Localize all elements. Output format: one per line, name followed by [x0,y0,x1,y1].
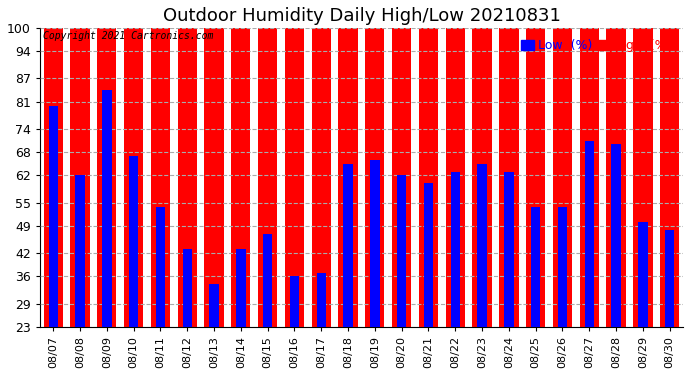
Bar [156,207,165,327]
Bar [102,90,112,327]
Bar [204,28,224,327]
Bar [451,172,460,327]
Bar [317,273,326,327]
Bar [558,207,567,327]
Bar [392,28,411,327]
Bar [263,234,273,327]
Legend: Low  (%), High  (%): Low (%), High (%) [516,34,677,57]
Bar [424,183,433,327]
Bar [633,28,653,327]
Title: Outdoor Humidity Daily High/Low 20210831: Outdoor Humidity Daily High/Low 20210831 [163,7,560,25]
Bar [75,176,85,327]
Bar [70,28,90,327]
Bar [129,156,138,327]
Bar [209,284,219,327]
Bar [584,141,594,327]
Bar [365,28,384,327]
Bar [370,160,380,327]
Bar [231,28,250,327]
Bar [553,28,572,327]
Bar [338,28,357,327]
Bar [526,28,545,327]
Bar [48,105,58,327]
Text: Copyright 2021 Cartronics.com: Copyright 2021 Cartronics.com [43,31,213,41]
Bar [419,28,438,327]
Bar [446,28,465,327]
Bar [504,172,513,327]
Bar [473,28,492,327]
Bar [477,164,486,327]
Bar [151,28,170,327]
Bar [236,249,246,327]
Bar [397,176,406,327]
Bar [312,28,331,327]
Bar [43,28,63,327]
Bar [285,28,304,327]
Bar [660,28,679,327]
Bar [124,28,144,327]
Bar [531,207,540,327]
Bar [665,230,674,327]
Bar [344,164,353,327]
Bar [183,249,192,327]
Bar [499,28,518,327]
Bar [611,144,621,327]
Bar [177,28,197,327]
Bar [290,276,299,327]
Bar [607,28,626,327]
Bar [97,28,117,327]
Bar [580,28,599,327]
Bar [638,222,647,327]
Bar [258,28,277,327]
